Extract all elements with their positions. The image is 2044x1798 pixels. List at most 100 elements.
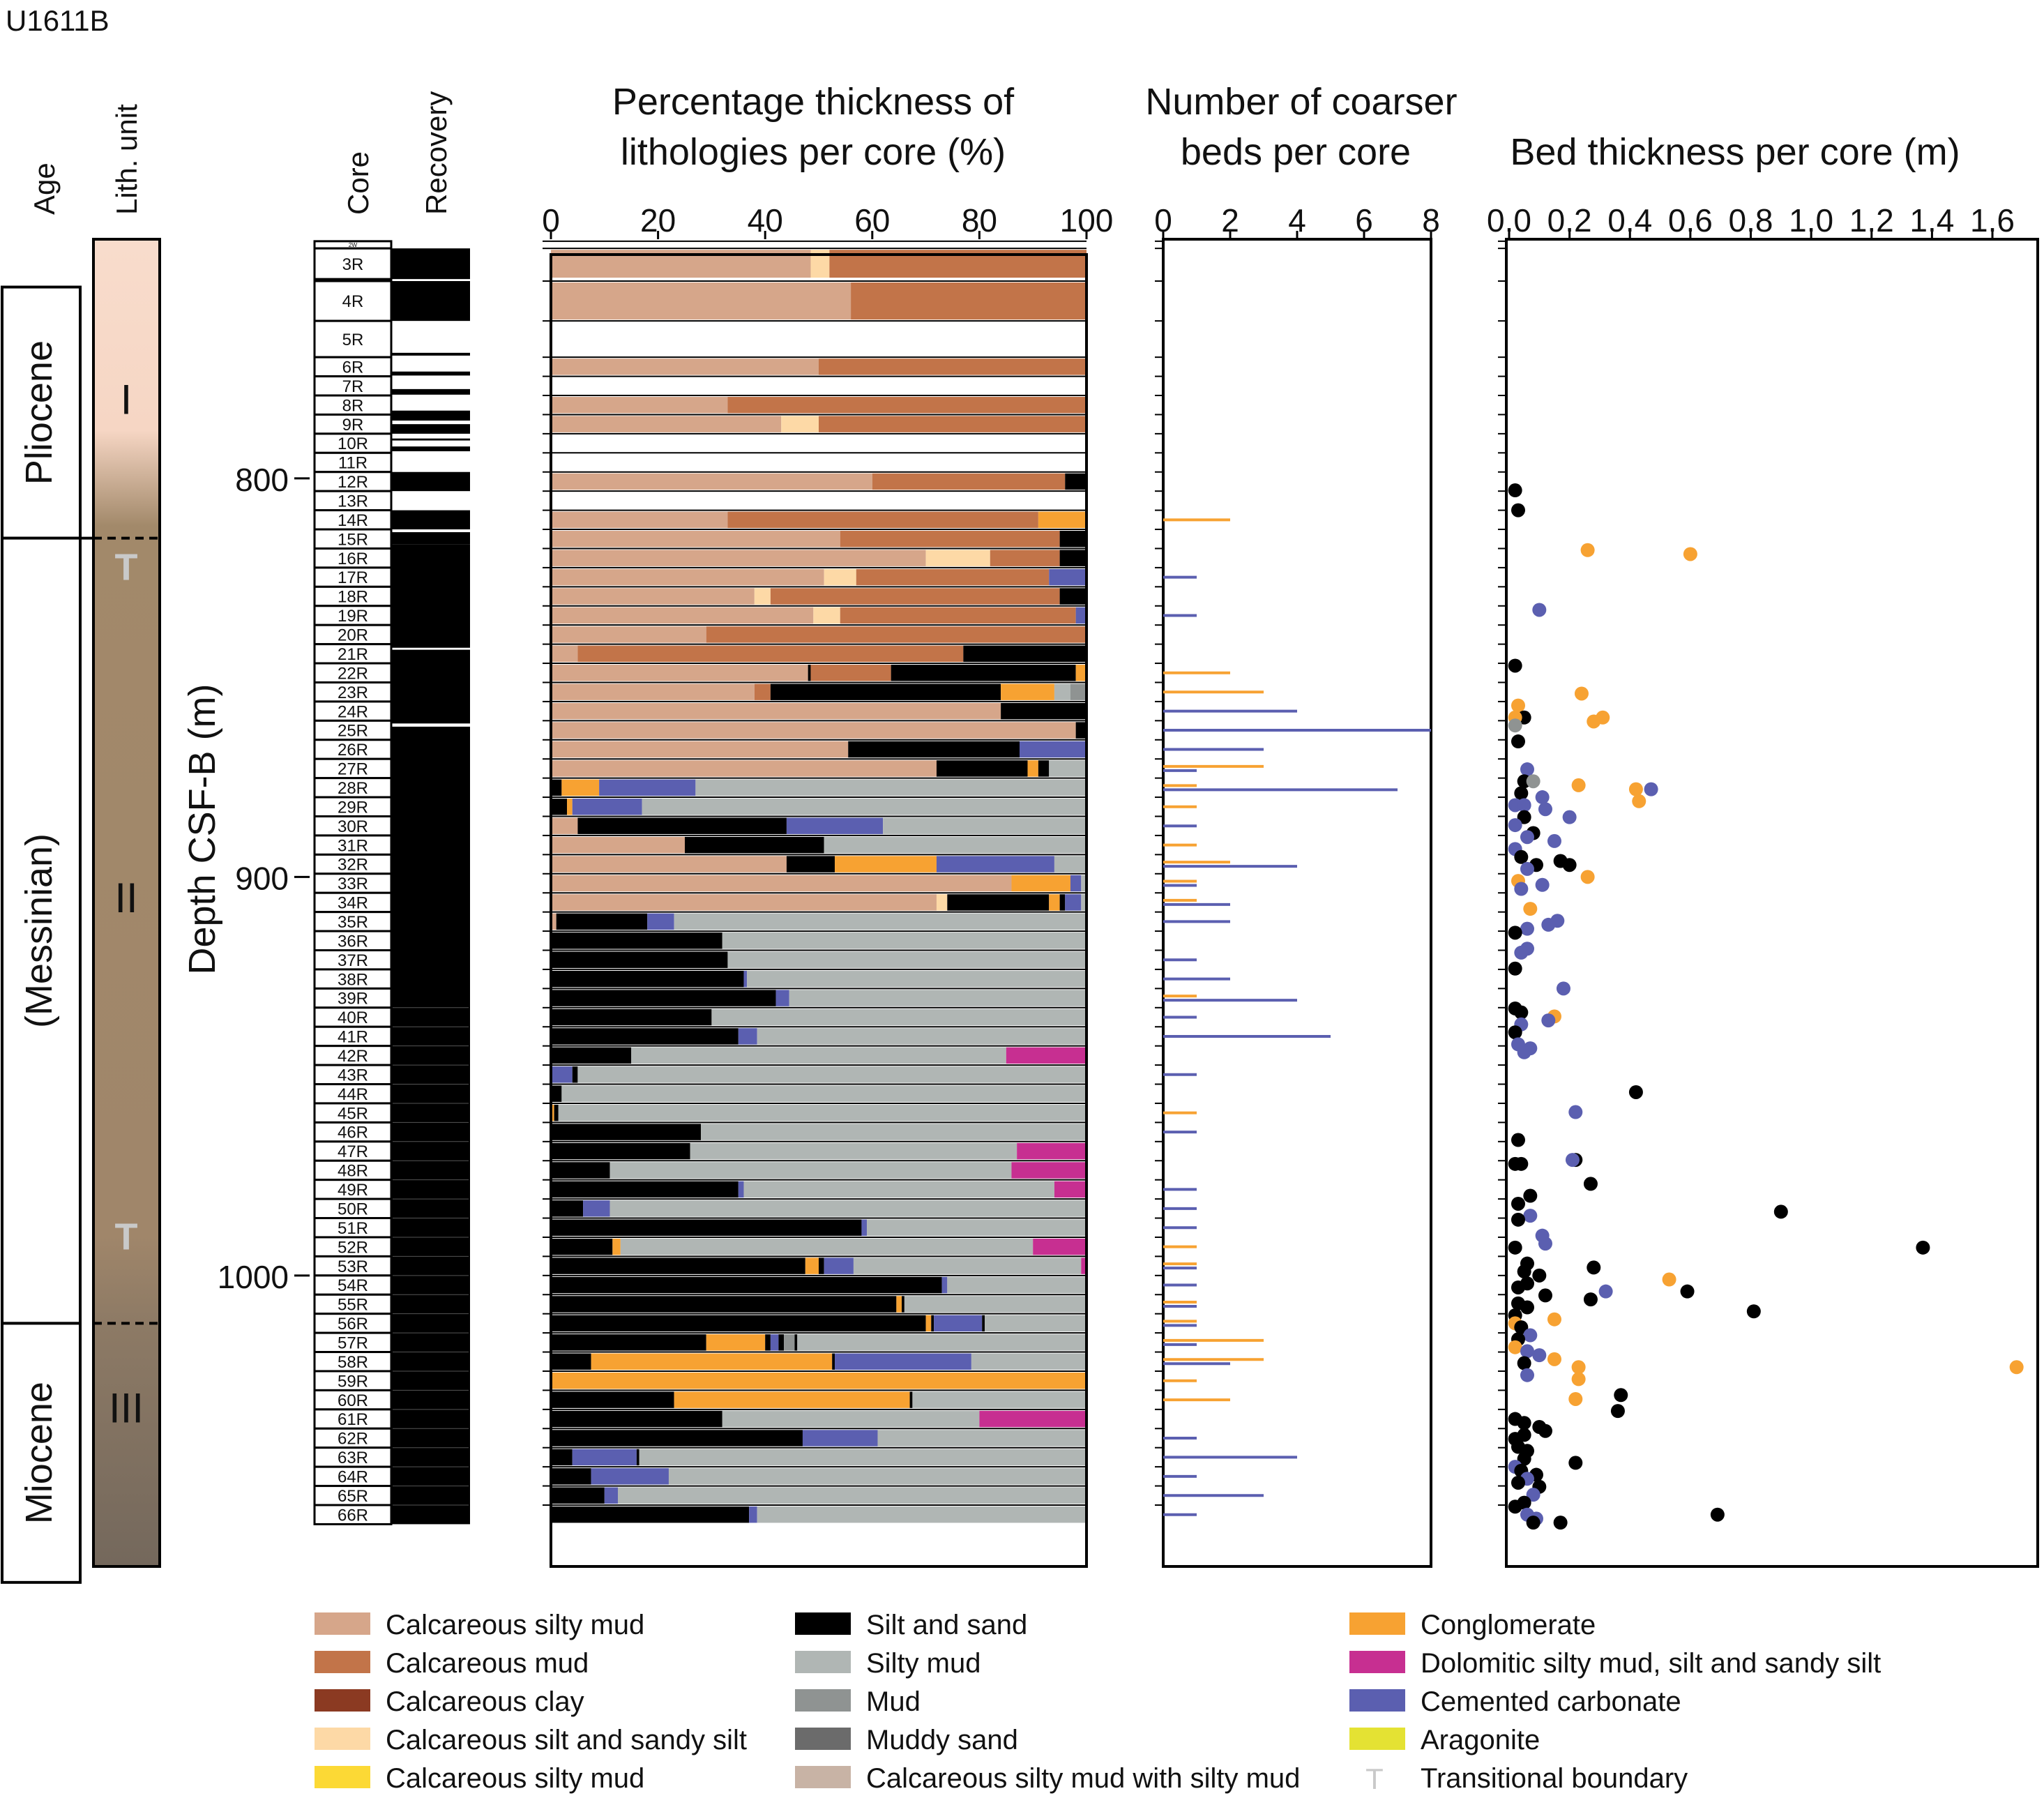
lith-bar-62R-0 (551, 1430, 803, 1446)
bed-thickness-point-49 (1508, 961, 1522, 976)
lith-bar-57R-1 (706, 1334, 766, 1351)
core-label-13R: 13R (338, 492, 368, 511)
core-label-54R: 54R (338, 1276, 368, 1295)
lith-bar-22R-3 (891, 665, 1076, 681)
core-box-56R (313, 1313, 393, 1334)
legend-swatch-5 (795, 1612, 851, 1635)
age-box-0 (1, 285, 82, 540)
core-label-15R: 15R (338, 530, 368, 549)
bed-thickness-point-16 (1526, 774, 1540, 789)
core-label-6R: 6R (342, 358, 364, 377)
core-label-41R: 41R (338, 1028, 368, 1047)
lith-bar-32R-3 (936, 856, 1054, 872)
legend-swatch-1 (315, 1651, 370, 1673)
lith-bar-65R-1 (604, 1487, 618, 1504)
lith-bar-52R-3 (1033, 1238, 1087, 1255)
lith-bar-32R-2 (835, 856, 937, 872)
recovery-bar-1 (391, 281, 470, 322)
core-label-44R: 44R (338, 1085, 368, 1104)
lith-bar-64R-2 (668, 1468, 1087, 1485)
core-label-8R: 8R (342, 396, 364, 415)
core-label-48R: 48R (338, 1162, 368, 1181)
lith-bar-42R-1 (631, 1047, 1006, 1064)
bed-thickness-point-6 (1574, 686, 1589, 701)
recovery-bar-3 (391, 371, 470, 376)
bed-thickness-point-71 (1523, 1209, 1538, 1223)
core-box-52R (313, 1236, 393, 1257)
lith-bar-48R-0 (551, 1162, 610, 1179)
lith-bar-50R-2 (610, 1200, 1087, 1217)
lith-bar-28R-0 (551, 779, 562, 796)
core-label-25R: 25R (338, 722, 368, 741)
lith-bar-57R-6 (794, 1334, 798, 1351)
thick-tick-label-6: 1.2 (1849, 202, 1894, 239)
lith-bar-18R-0 (551, 588, 755, 605)
depth-tick-label-2: 1000 (218, 1259, 289, 1295)
core-label-45R: 45R (338, 1104, 368, 1123)
beds-frame (1162, 238, 1432, 1568)
lith-bar-50R-0 (551, 1200, 584, 1217)
lith-bar-36R-0 (551, 932, 722, 949)
lith-bar-4R-0 (551, 282, 851, 320)
lith-bar-63R-3 (639, 1449, 1087, 1466)
bed-thickness-point-97 (1508, 1340, 1522, 1354)
lith-bar-60R-3 (912, 1391, 1087, 1408)
core-label-43R: 43R (338, 1066, 368, 1085)
lith-bar-64R-1 (591, 1468, 669, 1485)
lith-bar-56R-5 (985, 1315, 1087, 1332)
core-box-43R (313, 1064, 393, 1086)
bed-thickness-point-104 (1520, 1368, 1534, 1382)
bed-thickness-point-69 (1511, 1196, 1525, 1211)
lith-bar-6R-0 (551, 358, 819, 375)
legend-label-8: Muddy sand (866, 1725, 1018, 1755)
bed-thickness-point-125 (1526, 1488, 1540, 1502)
core-label-52R: 52R (338, 1238, 368, 1257)
bed-thickness-point-64 (1565, 1153, 1580, 1168)
lith-bar-52R-0 (551, 1238, 613, 1255)
age-label-0: Pliocene (18, 340, 60, 485)
lith-bar-22R-0 (551, 665, 808, 681)
lith-bar-63R-2 (636, 1449, 639, 1466)
bed-thickness-point-20 (1514, 786, 1529, 801)
bed-thickness-point-79 (1517, 1264, 1531, 1279)
bed-thickness-point-106 (1614, 1388, 1628, 1403)
lith-bar-23R-3 (1001, 683, 1054, 700)
lith-bar-52R-1 (612, 1238, 621, 1255)
lith-bar-58R-0 (551, 1353, 591, 1370)
lith-bar-64R-0 (551, 1468, 591, 1485)
bed-thickness-point-76 (1508, 1240, 1522, 1255)
lith-bar-34R-1 (936, 894, 948, 911)
lith-bar-31R-1 (685, 836, 824, 854)
bed-thickness-point-92 (1547, 1312, 1561, 1327)
lith-bar-45R-1 (554, 1104, 559, 1121)
lith-bar-56R-2 (931, 1315, 934, 1332)
core-label-34R: 34R (338, 894, 368, 913)
lith-bar-53R-3 (824, 1257, 854, 1274)
lith-bar-16R-1 (925, 550, 990, 566)
lith-bar-34R-4 (1059, 894, 1066, 911)
lith-bar-51R-2 (867, 1219, 1087, 1236)
lith-bar-12R-1 (872, 473, 1066, 490)
bed-thickness-point-1 (1511, 503, 1525, 518)
core-label-36R: 36R (338, 932, 368, 951)
legend-label-6: Silty mud (866, 1648, 981, 1679)
bed-thickness-point-21 (1535, 790, 1550, 805)
legend: Calcareous silty mud Calcareous mud Calcar… (315, 1610, 1881, 1795)
lith-bar-66R-0 (551, 1506, 750, 1523)
bed-thickness-point-127 (1508, 1499, 1522, 1514)
bed-thickness-point-33 (1514, 849, 1529, 864)
lith-bar-53R-2 (819, 1257, 824, 1274)
core-box-11R (313, 451, 393, 474)
beds-tick-label-1: 2 (1221, 202, 1239, 239)
lith-bar-38R-1 (743, 970, 748, 988)
beds-tick-label-3: 6 (1355, 202, 1373, 239)
bed-thickness-point-38 (1580, 870, 1595, 884)
core-label-20R: 20R (338, 626, 368, 645)
legend-label-7: Mud (866, 1686, 921, 1717)
lith-bar-43R-0 (551, 1066, 573, 1083)
core-box-4R (313, 280, 393, 322)
bed-thickness-point-81 (1662, 1272, 1676, 1287)
bed-thickness-point-18 (1628, 782, 1643, 796)
core-label-39R: 39R (338, 990, 368, 1008)
bed-thickness-point-132 (1526, 1516, 1540, 1530)
